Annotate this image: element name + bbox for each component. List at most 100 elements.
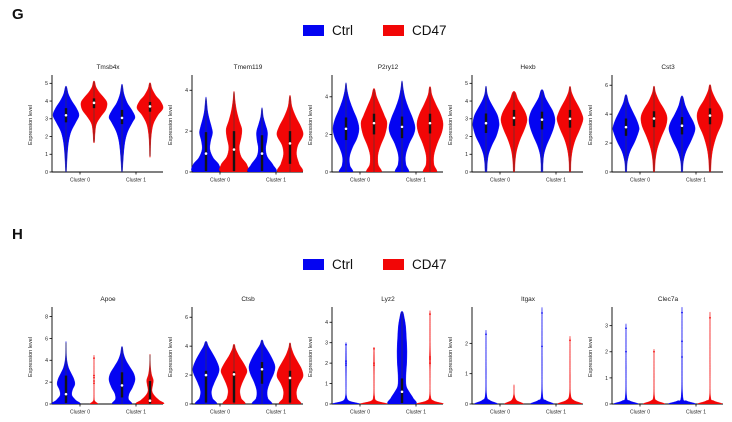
violin-cd47-cluster1: [557, 335, 583, 404]
x-tick-label: Cluster 1: [546, 410, 566, 416]
plot-title: Itgax: [521, 296, 536, 303]
x-tick-label: Cluster 0: [350, 410, 370, 416]
plot-title: Tmsb4x: [96, 64, 120, 71]
median-dot: [288, 376, 292, 380]
violins-group: [612, 84, 724, 172]
x-tick-label: Cluster 1: [406, 178, 426, 184]
y-tick-label: 0: [605, 170, 608, 176]
violin-plot-hexb: Hexb Expression level 0 1 2 3 4 5 Cluster 0 Clust…: [448, 64, 584, 184]
y-tick-label: 0: [465, 170, 468, 176]
y-axis-label: Expression level: [28, 105, 34, 145]
legend-item-ctrl: Ctrl: [303, 257, 353, 272]
x-tick-label: Cluster 1: [546, 178, 566, 184]
jitter-dot: [541, 345, 543, 348]
violins-group: [332, 310, 444, 404]
y-tick-label: 8: [45, 314, 48, 320]
x-tick-label: Cluster 0: [630, 410, 650, 416]
plot-title: Hexb: [520, 64, 536, 71]
ctrl-color-swatch: [303, 25, 324, 36]
y-tick-label: 6: [185, 315, 188, 321]
x-tick-label: Cluster 1: [406, 410, 426, 416]
y-axis-label: Expression level: [28, 337, 34, 377]
cd47-label: CD47: [412, 257, 447, 272]
violin-plot-apoe: Apoe Expression level 0 2 4 6 8 Cluster 0 Cluste…: [28, 296, 165, 416]
jitter-dot: [541, 312, 543, 314]
violins-group: [472, 85, 584, 172]
median-dot: [400, 125, 404, 129]
median-dot: [204, 152, 208, 155]
jitter-dot: [345, 343, 347, 346]
x-tick-label: Cluster 1: [266, 410, 286, 416]
plot-title: Lyz2: [381, 296, 395, 303]
y-axis-label: Expression level: [448, 105, 454, 145]
x-tick-label: Cluster 0: [210, 410, 230, 416]
median-dot: [568, 117, 572, 121]
violin-plot-tmsb4x: Tmsb4x Expression level 0 1 2 3 4 5 Cluster 0 Clu…: [28, 64, 164, 184]
jitter-dot: [681, 340, 683, 343]
panel-h-plots: Apoe Expression level 0 2 4 6 8 Cluster 0 Cluste…: [26, 292, 726, 418]
y-tick-label: 6: [45, 336, 48, 342]
median-dot: [92, 101, 96, 105]
violins-group: [613, 306, 723, 404]
jitter-dot: [345, 360, 347, 362]
jitter-dot: [93, 382, 95, 385]
x-tick-label: Cluster 1: [686, 178, 706, 184]
violin-cd47-cluster0: [360, 346, 388, 404]
panel-h-label: H: [12, 226, 23, 243]
y-tick-label: 0: [325, 170, 328, 176]
y-tick-label: 4: [605, 112, 608, 118]
y-tick-label: 2: [45, 134, 48, 140]
median-dot: [260, 152, 264, 155]
median-dot: [400, 390, 404, 394]
y-tick-label: 1: [465, 372, 468, 378]
jitter-dot: [93, 374, 95, 377]
y-tick-label: 0: [185, 170, 188, 176]
median-dot: [204, 373, 208, 377]
y-tick-label: 3: [45, 117, 48, 123]
jitter-dot: [93, 376, 95, 379]
jitter-dot: [345, 364, 347, 367]
y-tick-label: 2: [465, 134, 468, 140]
median-dot: [680, 124, 684, 128]
violin-ctrl-cluster1: [530, 307, 554, 404]
y-tick-label: 2: [465, 341, 468, 347]
x-tick-label: Cluster 0: [70, 410, 90, 416]
y-axis-label: Expression level: [588, 337, 594, 377]
violin-plot-ctsb: Ctsb Expression level 0 2 4 6 Cluster 0 Cluster…: [168, 296, 304, 416]
violins-group: [332, 80, 444, 172]
y-axis-label: Expression level: [588, 105, 594, 145]
median-dot: [624, 125, 628, 129]
violins-group: [474, 307, 583, 404]
median-dot: [484, 121, 488, 125]
y-tick-label: 1: [605, 376, 608, 382]
violin-plot-p2ry12: P2ry12 Expression level 0 2 4 Cluster 0 Cluste…: [308, 64, 444, 184]
y-tick-label: 2: [605, 141, 608, 147]
ctrl-label: Ctrl: [332, 257, 353, 272]
median-dot: [260, 367, 264, 371]
y-tick-label: 1: [325, 381, 328, 387]
violin-plot-clec7a: Clec7a Expression level 0 1 2 3 Cluster 0 Clust…: [588, 296, 723, 416]
violin-cd47-cluster1: [697, 311, 723, 404]
y-tick-label: 4: [185, 88, 188, 94]
x-tick-label: Cluster 0: [70, 178, 90, 184]
y-axis-label: Expression level: [168, 337, 174, 377]
median-dot: [372, 121, 376, 125]
legend-h: Ctrl CD47: [303, 257, 447, 272]
plot-title: Apoe: [100, 296, 116, 303]
ctrl-color-swatch: [303, 259, 324, 270]
legend-item-cd47: CD47: [383, 23, 447, 38]
y-axis-label: Expression level: [448, 337, 454, 377]
plot-title: Clec7a: [658, 296, 679, 303]
y-tick-label: 0: [605, 402, 608, 408]
median-dot: [148, 105, 152, 108]
y-tick-label: 4: [325, 95, 328, 101]
y-tick-label: 0: [325, 402, 328, 408]
y-tick-label: 3: [605, 324, 608, 330]
cd47-color-swatch: [383, 259, 404, 270]
jitter-dot: [625, 350, 627, 353]
median-dot: [428, 121, 432, 125]
x-tick-label: Cluster 1: [126, 410, 146, 416]
jitter-dot: [485, 333, 487, 336]
jitter-dot: [569, 339, 571, 342]
